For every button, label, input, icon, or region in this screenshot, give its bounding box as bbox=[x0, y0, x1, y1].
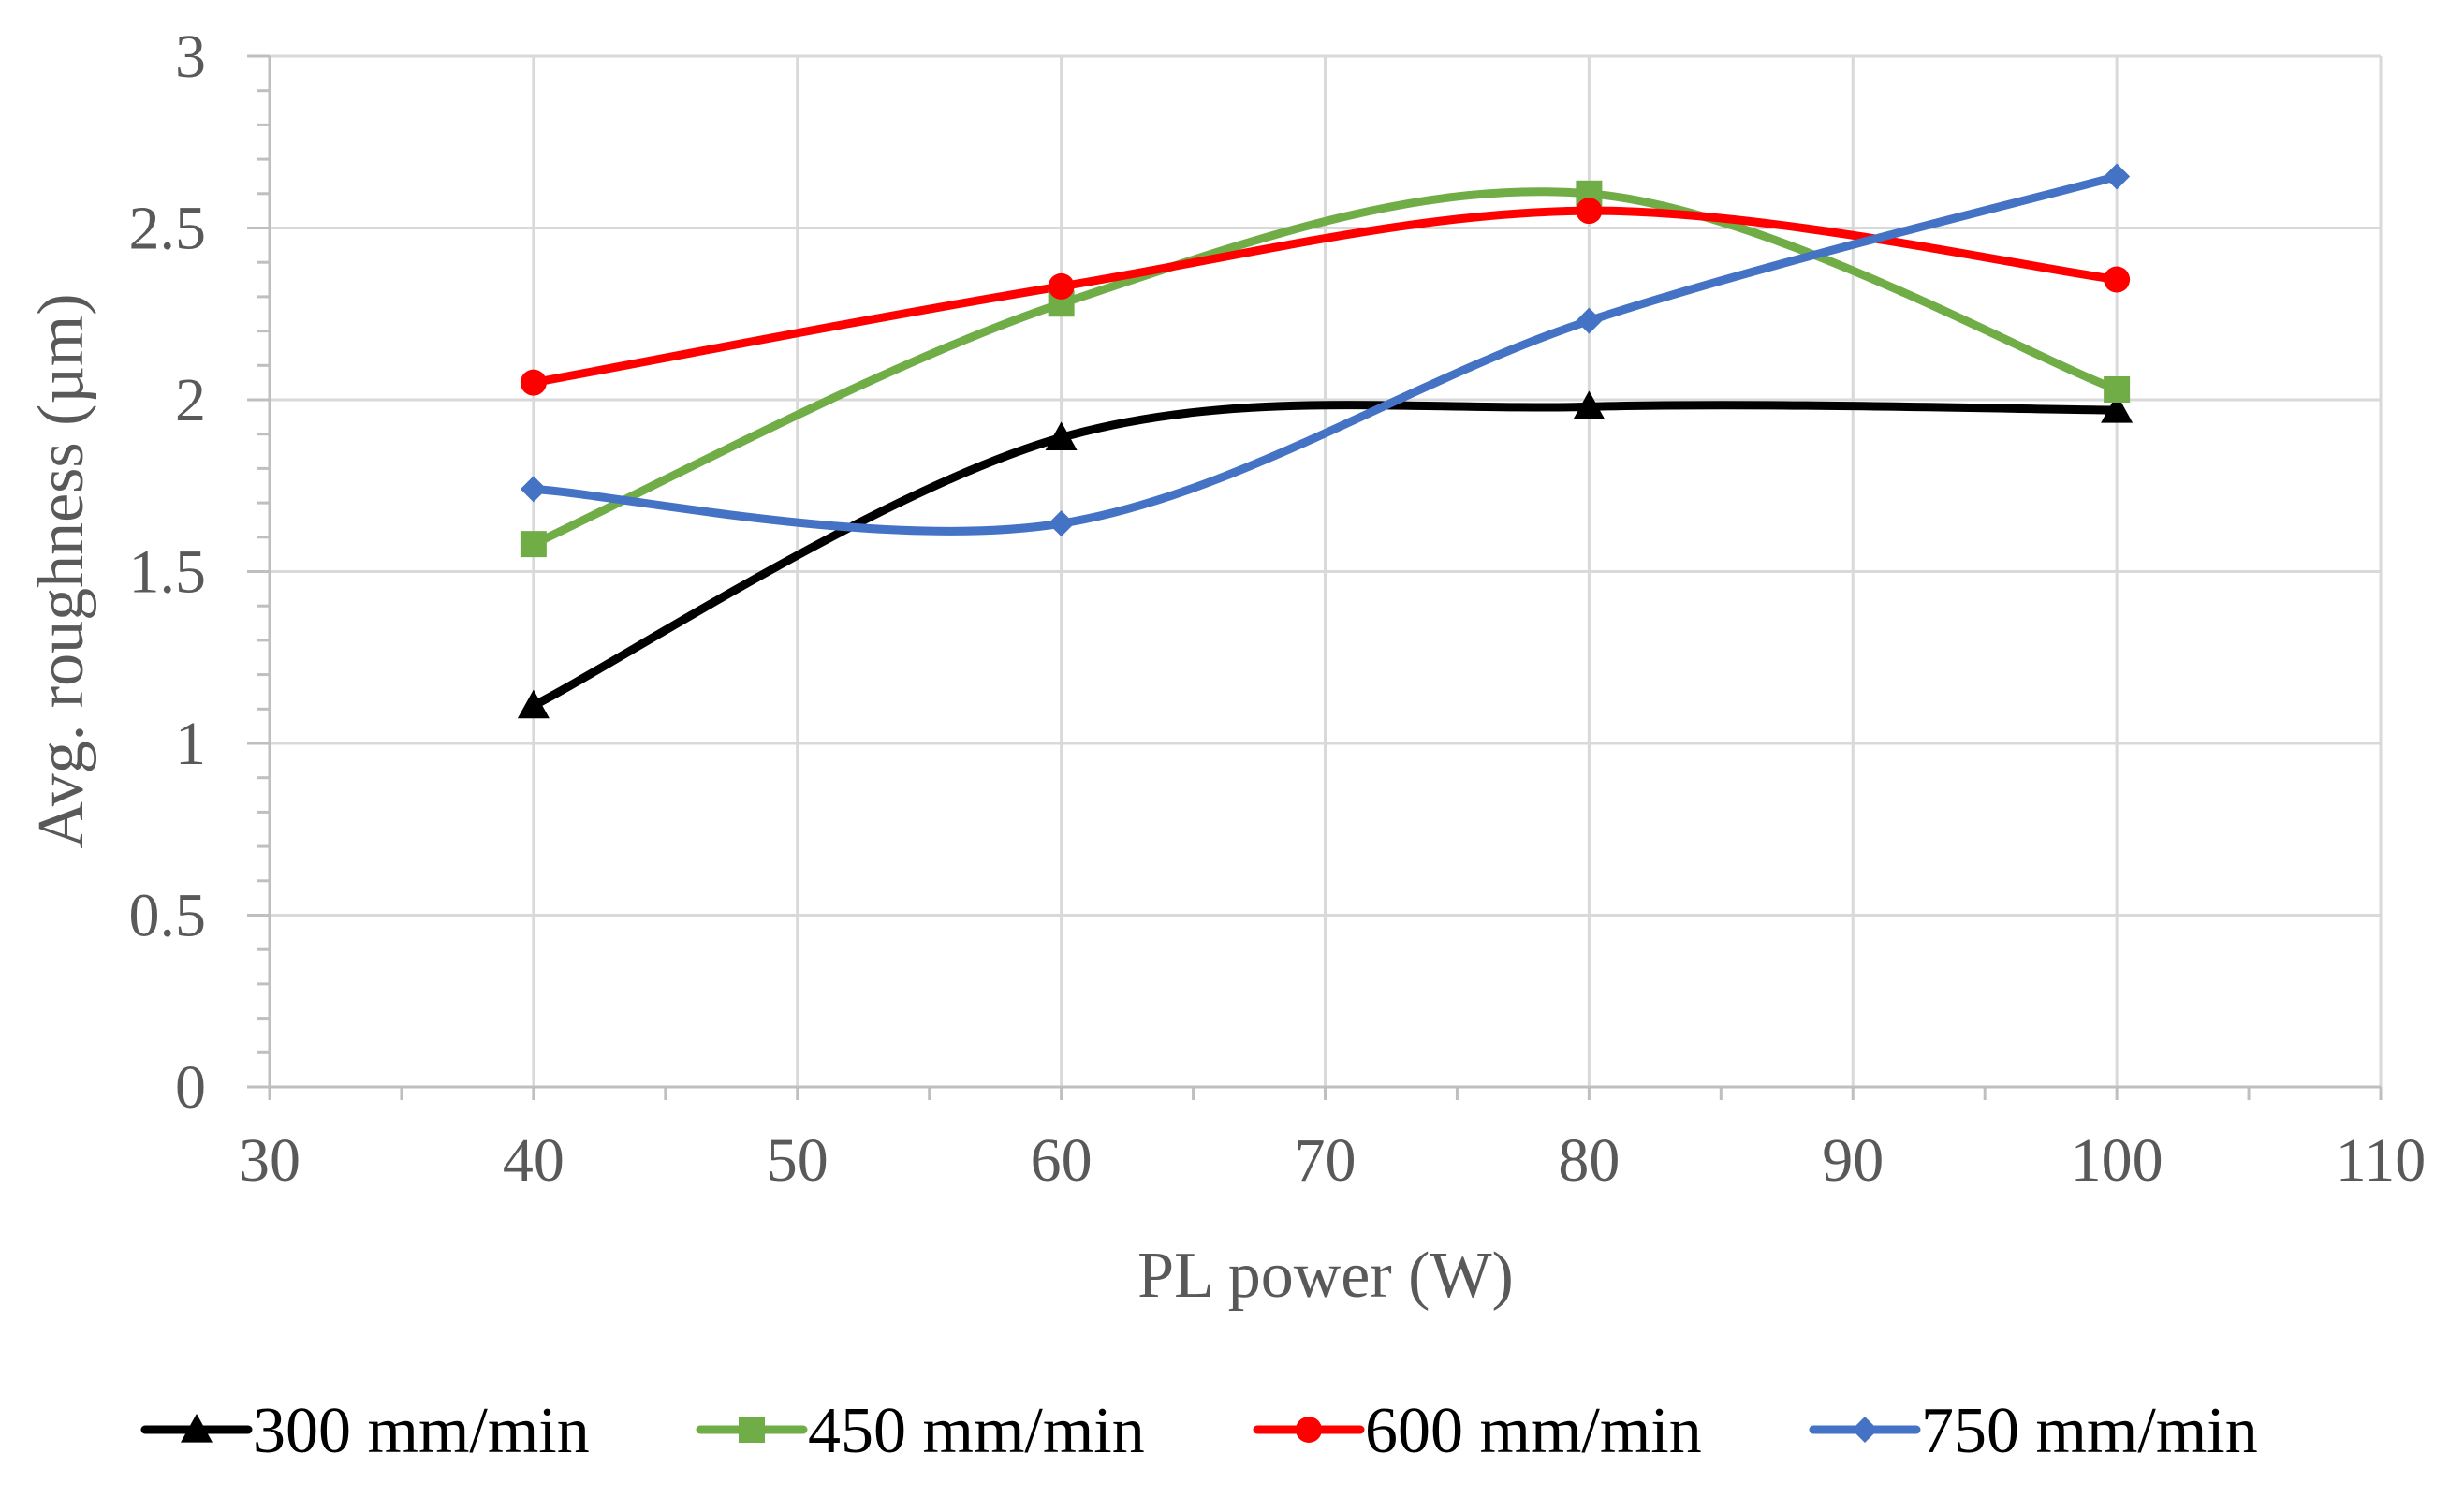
series-line-300 bbox=[529, 401, 2121, 711]
series-markers bbox=[517, 163, 2134, 719]
legend-marker-450 bbox=[739, 1417, 765, 1443]
data-point-600 bbox=[520, 369, 547, 396]
data-point-450 bbox=[520, 531, 547, 558]
data-point-300 bbox=[517, 689, 550, 719]
series-lines bbox=[529, 171, 2121, 711]
data-point-750 bbox=[520, 476, 547, 503]
legend-label-450: 450 mm/min bbox=[808, 1395, 1145, 1467]
legend-label-600: 600 mm/min bbox=[1365, 1395, 1702, 1467]
x-tick-label: 40 bbox=[503, 1126, 565, 1195]
y-tick-label: 2 bbox=[175, 366, 206, 434]
y-tick-label: 0 bbox=[175, 1053, 206, 1122]
data-point-750 bbox=[2104, 163, 2131, 190]
legend-label-300: 300 mm/min bbox=[253, 1395, 590, 1467]
y-tick-label: 2.5 bbox=[129, 195, 207, 263]
data-point-300 bbox=[2101, 394, 2134, 423]
tick-labels: 30 40 50 60 70 80 90 100 110 0 0.5 1 1.5 2 2.5 3 bbox=[129, 22, 2427, 1195]
data-point-300 bbox=[1045, 421, 1078, 450]
data-point-750 bbox=[1576, 307, 1603, 334]
data-point-600 bbox=[2104, 266, 2131, 293]
axes bbox=[247, 54, 2383, 1100]
y-tick-label: 1 bbox=[175, 710, 206, 778]
legend-label-750: 750 mm/min bbox=[1921, 1395, 2258, 1467]
data-point-450 bbox=[2104, 375, 2131, 403]
data-point-600 bbox=[1576, 198, 1603, 225]
data-point-750 bbox=[1048, 510, 1075, 537]
x-tick-label: 90 bbox=[1822, 1126, 1884, 1195]
x-tick-label: 80 bbox=[1558, 1126, 1620, 1195]
x-tick-label: 30 bbox=[239, 1126, 301, 1195]
data-point-600 bbox=[1048, 272, 1075, 300]
series-line-750 bbox=[529, 171, 2121, 536]
series-line-450 bbox=[529, 187, 2121, 549]
series-line-600 bbox=[529, 206, 2121, 388]
legend-marker-750 bbox=[1852, 1417, 1878, 1443]
x-tick-label: 50 bbox=[767, 1126, 829, 1195]
y-tick-label: 0.5 bbox=[129, 882, 207, 950]
legend-marker-600 bbox=[1296, 1417, 1322, 1443]
legend-marker-300 bbox=[181, 1414, 213, 1443]
x-tick-label: 60 bbox=[1031, 1126, 1093, 1195]
gridlines bbox=[270, 54, 2383, 1087]
x-tick-label: 110 bbox=[2336, 1126, 2427, 1195]
x-axis-title: PL power (W) bbox=[1137, 1240, 1514, 1312]
x-tick-label: 70 bbox=[1295, 1126, 1357, 1195]
y-tick-label: 1.5 bbox=[129, 538, 207, 607]
y-tick-label: 3 bbox=[175, 22, 206, 91]
x-tick-label: 100 bbox=[2071, 1126, 2163, 1195]
y-axis-title: Avg. roughness (µm) bbox=[25, 293, 97, 848]
data-point-300 bbox=[1573, 390, 1606, 419]
legend: 300 mm/min 450 mm/min 600 mm/min 750 mm/min bbox=[140, 1395, 2258, 1467]
